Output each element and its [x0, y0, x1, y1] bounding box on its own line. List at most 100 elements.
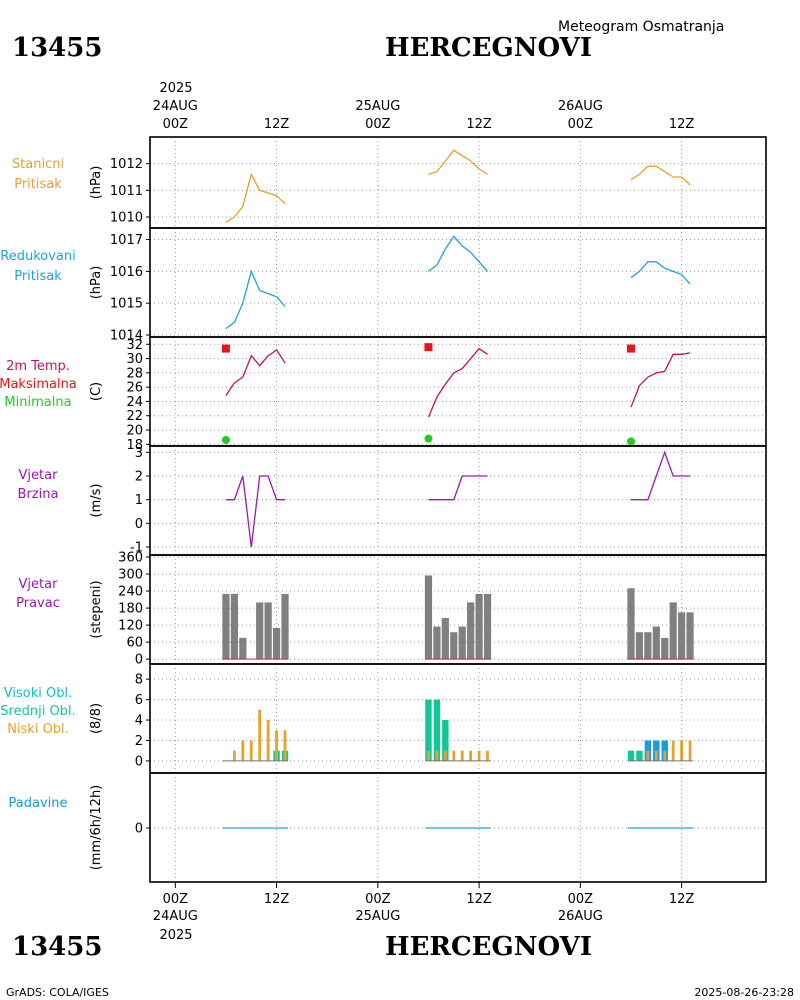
- min-temp-marker: [424, 434, 433, 443]
- y-tick-label: 1: [135, 493, 143, 508]
- panel-label: Maksimalna: [0, 377, 77, 392]
- low-cloud-bar: [249, 740, 253, 761]
- wind-direction-bar: [661, 637, 669, 660]
- bottom-tick-label: 00Z: [568, 892, 594, 907]
- y-tick-label: 0: [135, 754, 143, 769]
- panel-label: Vjetar: [19, 468, 59, 483]
- panel-label: Stanicni: [12, 157, 64, 172]
- panel-clouds: 0 2 4 6 8 (8/8) Visoki Obl. Srednji Obl. Niski O…: [0, 663, 767, 774]
- y-tick-label: 1016: [110, 265, 143, 280]
- low-cloud-bar: [283, 730, 287, 761]
- y-tick-label: -1: [130, 541, 143, 556]
- y-tick-label: 3: [135, 446, 143, 461]
- series-line: [630, 165, 691, 186]
- y-tick-label: 60: [126, 636, 143, 651]
- y-axis-label: (m/s): [89, 484, 104, 518]
- y-tick-label: 0: [135, 653, 143, 668]
- low-cloud-bar: [646, 750, 650, 761]
- bottom-date-label: 26AUG: [558, 909, 603, 924]
- min-temp-marker: [221, 436, 230, 444]
- low-cloud-bar: [654, 750, 658, 761]
- max-temp-marker: [221, 344, 230, 353]
- series-line: [225, 475, 285, 548]
- y-tick-label: 1017: [110, 233, 143, 248]
- wind-direction-bar: [467, 602, 475, 660]
- panel-frame: [149, 136, 767, 229]
- panel-plot-area: [225, 149, 691, 223]
- panel-label: Vjetar: [19, 577, 59, 592]
- panel-label: 2m Temp.: [6, 359, 70, 374]
- y-tick-label: 2: [135, 734, 143, 749]
- panel-reduced-pressure: 1014 1015 1016 1017 (hPa) Redukovani Pritisak: [0, 227, 767, 344]
- station-name-top: HERCEGNOVI: [385, 33, 592, 63]
- wind-direction-bar: [433, 626, 441, 660]
- low-cloud-bar: [477, 750, 481, 761]
- panel-plot-area: [225, 235, 691, 330]
- low-cloud-bar: [688, 740, 692, 761]
- panel-label: Pritisak: [14, 269, 62, 284]
- y-tick-label: 120: [118, 619, 143, 634]
- bottom-date-label: 25AUG: [355, 909, 400, 924]
- y-tick-label: 1015: [110, 297, 143, 312]
- wind-direction-bar: [627, 588, 635, 660]
- y-axis-label: (hPa): [89, 266, 104, 300]
- y-tick-label: 32: [126, 338, 143, 353]
- y-tick-label: 20: [126, 424, 143, 439]
- y-tick-label: 1014: [110, 329, 143, 344]
- panel-label: Redukovani: [0, 249, 75, 264]
- panel-frame: [149, 227, 767, 338]
- panel-station-pressure: 1010 1011 1012 (hPa) Stanicni Pritisak: [12, 136, 767, 229]
- series-line: [630, 352, 691, 408]
- wind-direction-bar: [686, 612, 694, 660]
- low-cloud-bar: [435, 750, 439, 761]
- y-tick-label: 240: [118, 585, 143, 600]
- mid-cloud-bar: [433, 699, 441, 761]
- footer-credit: GrADS: COLA/IGES: [6, 986, 109, 999]
- wind-direction-bar: [222, 593, 230, 660]
- y-axis-label: (mm/6h/12h): [89, 785, 104, 871]
- y-tick-label: 8: [135, 673, 143, 688]
- panel-label: Pravac: [16, 596, 60, 611]
- top-date-label: 24AUG: [153, 99, 198, 114]
- wind-direction-bar: [441, 618, 449, 660]
- top-tick-label: 12Z: [466, 117, 492, 132]
- low-cloud-bar: [663, 750, 667, 761]
- panel-label: Minimalna: [4, 395, 71, 410]
- panel-label: Srednji Obl.: [0, 704, 75, 719]
- panel-label: Brzina: [18, 487, 59, 502]
- mid-cloud-bar: [425, 699, 432, 761]
- y-tick-label: 360: [118, 551, 143, 566]
- y-tick-label: 6: [135, 693, 143, 708]
- low-cloud-bar: [680, 740, 684, 761]
- y-tick-label: 24: [126, 395, 143, 410]
- series-line: [428, 475, 488, 501]
- wind-direction-bar: [652, 626, 660, 660]
- bottom-date-label: 24AUG: [153, 909, 198, 924]
- low-cloud-bar: [427, 750, 430, 761]
- panel-wind-speed: -1 0 1 2 3 (m/s) Vjetar Brzina: [18, 445, 767, 556]
- low-cloud-bar: [275, 730, 278, 761]
- y-tick-label: 26: [126, 381, 143, 396]
- mid-cloud-bar: [636, 750, 643, 761]
- panel-frame: [149, 445, 767, 556]
- y-tick-label: 180: [118, 602, 143, 617]
- y-tick-label: 30: [126, 352, 143, 367]
- bottom-tick-label: 12Z: [264, 892, 290, 907]
- y-tick-label: 2: [135, 470, 143, 485]
- y-axis-label: (hPa): [89, 166, 104, 200]
- y-tick-label: 28: [126, 366, 143, 381]
- wind-direction-bar: [678, 612, 686, 660]
- station-id-bottom: 13455: [12, 932, 102, 962]
- y-axis-label: (8/8): [89, 703, 104, 734]
- bottom-tick-label: 00Z: [163, 892, 189, 907]
- panels: 101010111012(hPa)StanicniPritisak1014101…: [0, 136, 767, 883]
- chart-subtitle: Meteogram Osmatranja: [558, 19, 724, 35]
- y-axis-label: (stepeni): [89, 580, 104, 638]
- top-time-axis: 00Z 12Z 00Z 12Z 00Z 12Z 24AUG 25AUG 26AUG: [153, 99, 695, 132]
- min-temp-marker: [626, 437, 635, 446]
- series-line: [225, 349, 286, 397]
- top-tick-label: 00Z: [163, 117, 189, 132]
- series-line: [225, 172, 286, 223]
- panel-precipitation: 0 (mm/6h/12h) Padavine: [9, 772, 767, 883]
